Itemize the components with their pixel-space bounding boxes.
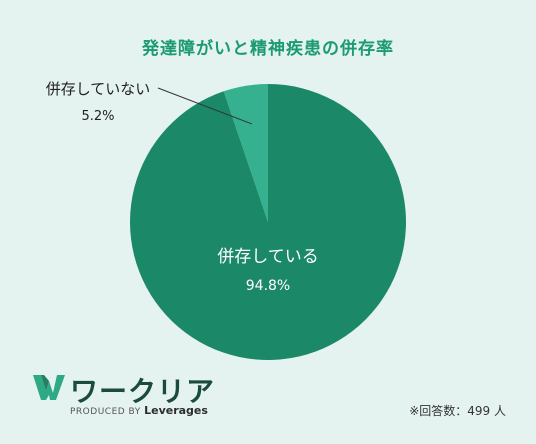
brand-logo-block: ワークリア PRODUCED BY Leverages	[32, 372, 216, 422]
chart-title: 発達障がいと精神疾患の併存率	[142, 39, 394, 59]
response-count-note: ※回答数：499 人	[409, 404, 506, 418]
workclear-logo-icon	[33, 375, 65, 400]
slice-label-coexisting: 併存している	[217, 247, 319, 267]
brand-name: ワークリア	[70, 375, 216, 408]
slice-value-not-coexisting: 5.2%	[81, 109, 114, 124]
pie-slice-not-coexisting	[223, 84, 268, 222]
brand-tagline: PRODUCED BY Leverages	[70, 404, 208, 417]
slice-label-not-coexisting: 併存していない	[46, 80, 151, 98]
brand-tagline-prefix: PRODUCED BY	[70, 407, 141, 417]
leader-line-not-coexisting	[157, 87, 253, 125]
slice-value-coexisting: 94.8%	[246, 278, 290, 294]
brand-tagline-company: Leverages	[144, 404, 208, 417]
